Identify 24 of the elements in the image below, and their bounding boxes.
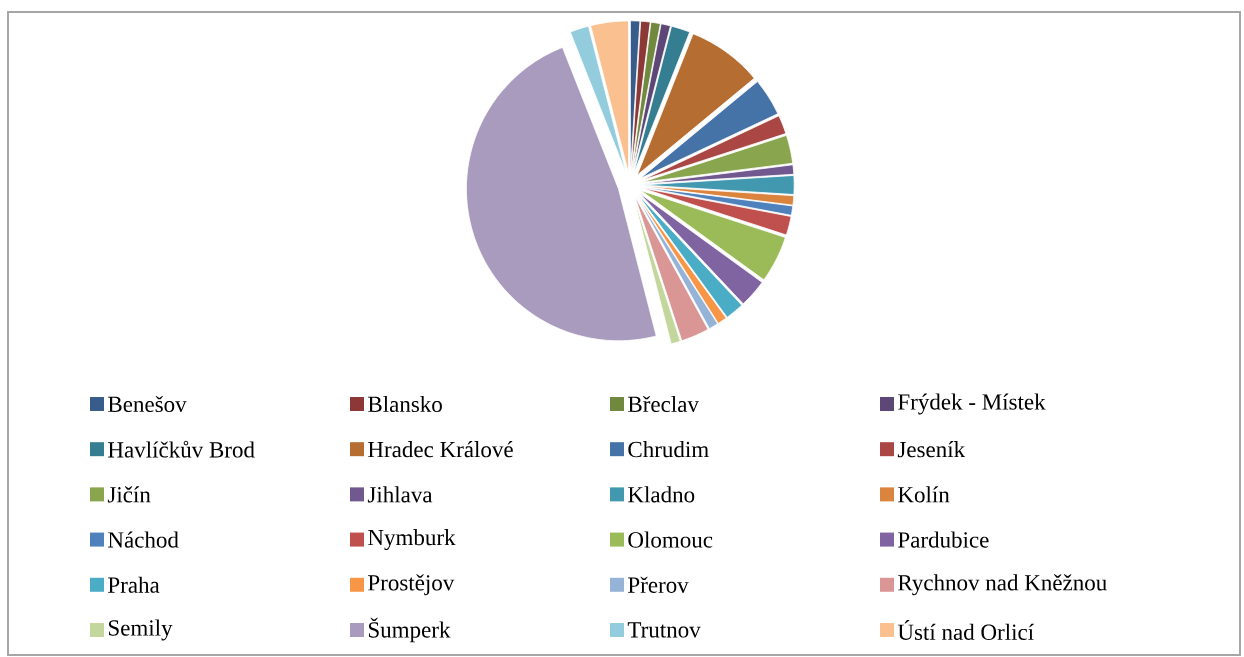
legend-label: Ústí nad Orlicí	[897, 619, 1034, 640]
legend-label: Blansko	[368, 395, 442, 413]
legend-label: Břeclav	[628, 395, 699, 413]
legend-label: Praha	[108, 576, 160, 593]
legend-label: Kladno	[628, 486, 695, 503]
legend-label: Náchod	[108, 531, 179, 548]
legend-label: Trutnov	[627, 622, 701, 638]
legend-label: Chrudim	[628, 441, 709, 458]
legend-label: Jeseník	[897, 441, 966, 458]
legend-label: Přerov	[628, 576, 689, 593]
legend-label: Šumperk	[368, 617, 451, 643]
legend-label: Nymburk	[368, 529, 456, 551]
legend-label: Olomouc	[628, 531, 713, 548]
legend-label: Jihlava	[367, 486, 433, 503]
legend-label: Havlíčkův Brod	[108, 440, 255, 458]
legend-label: Prostějov	[368, 574, 455, 596]
legend-label: Frýdek - Místek	[898, 393, 1046, 415]
legend-label: Semily	[108, 619, 173, 641]
legend-label: Kolín	[898, 486, 950, 503]
legend-label: Hradec Králové	[368, 441, 513, 458]
legend-label: Benešov	[108, 395, 187, 413]
legend-label: Rychnov nad Kněžnou	[898, 574, 1107, 596]
legend-label: Pardubice	[898, 531, 989, 548]
legend-label: Jičín	[107, 486, 151, 503]
